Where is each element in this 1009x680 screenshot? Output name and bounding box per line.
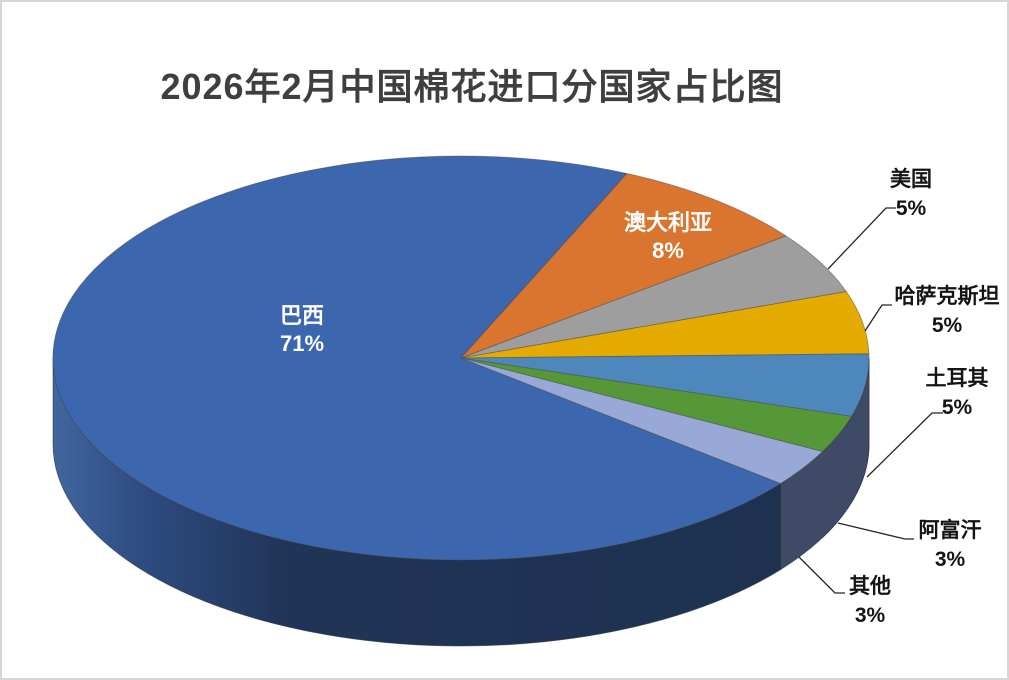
label-kazakhstan: 哈萨克斯坦 5%	[895, 282, 1000, 340]
leader-line-others	[798, 556, 845, 594]
label-others: 其他 3%	[849, 572, 891, 630]
label-usa-value: 5%	[895, 197, 927, 220]
label-usa: 美国 5%	[890, 165, 932, 223]
label-others-name: 其他	[849, 575, 891, 598]
pie-slice-australia	[460, 173, 787, 359]
label-australia: 澳大利亚 8%	[624, 209, 712, 265]
leader-line-afghanistan	[837, 522, 914, 540]
label-brazil-name: 巴西	[279, 303, 325, 328]
leader-line-usa	[827, 207, 896, 270]
label-australia-value: 8%	[652, 238, 684, 263]
label-usa-name: 美国	[890, 168, 932, 191]
label-turkey-name: 土耳其	[925, 367, 989, 390]
leader-line-kazakhstan	[864, 304, 892, 332]
label-turkey: 土耳其 5%	[926, 364, 989, 422]
label-others-value: 3%	[854, 604, 886, 627]
label-afghanistan: 阿富汗 3%	[919, 516, 982, 574]
label-kazakhstan-name: 哈萨克斯坦	[894, 285, 1000, 308]
label-afghanistan-value: 3%	[934, 548, 966, 571]
label-afghanistan-name: 阿富汗	[918, 519, 982, 542]
chart-title: 2026年2月中国棉花进口分国家占比图	[160, 66, 784, 107]
label-brazil-value: 71%	[279, 331, 325, 356]
pie-slice-others	[460, 357, 824, 484]
pie-slice-brazil	[52, 155, 782, 561]
label-australia-name: 澳大利亚	[623, 210, 713, 235]
leader-line-turkey	[866, 412, 943, 478]
label-kazakhstan-value: 5%	[931, 314, 963, 337]
label-brazil: 巴西 71%	[280, 302, 324, 358]
label-turkey-value: 5%	[941, 396, 973, 419]
